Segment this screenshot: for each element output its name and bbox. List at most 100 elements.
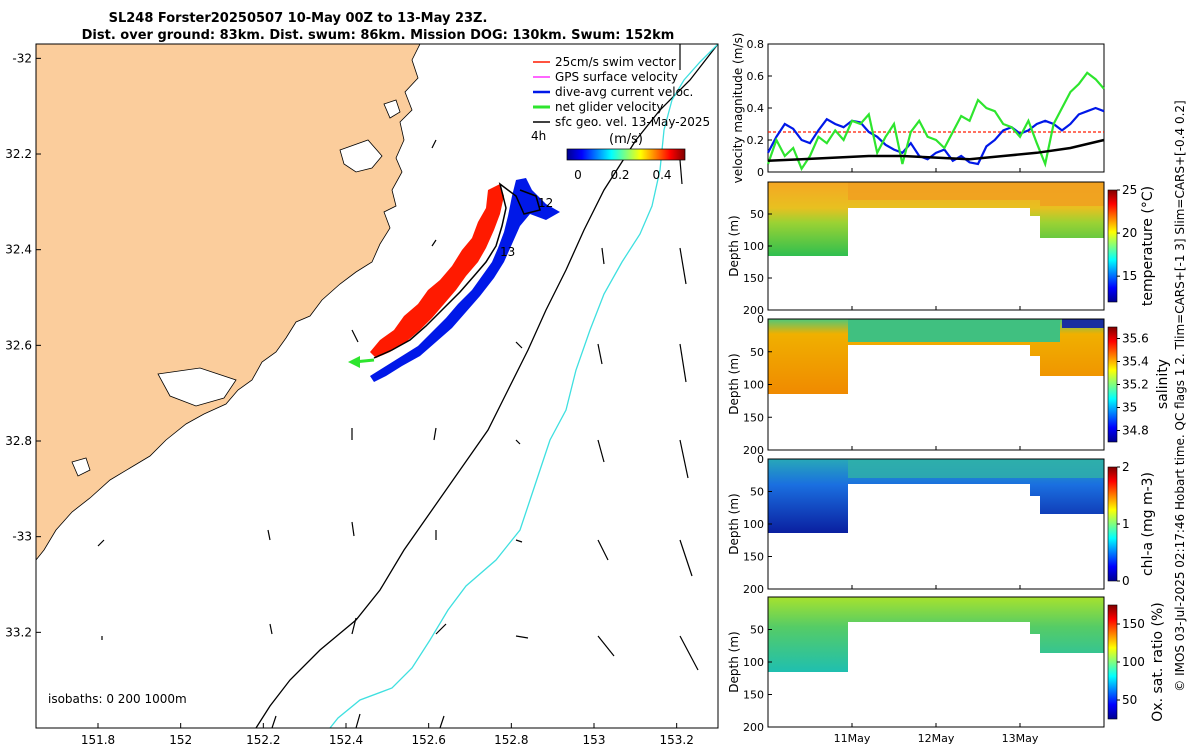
chl-axes: 0 50 100 150 200 0 1 2 bbox=[743, 453, 1130, 596]
velocity-ytick-label: 0.2 bbox=[747, 134, 765, 147]
chl-colorbar-label: chl-a (mg m-3) bbox=[1140, 472, 1156, 576]
temperature-ytick-label: 50 bbox=[750, 208, 764, 221]
temperature-colorbar-label: temperature (°C) bbox=[1140, 186, 1156, 306]
salinity-cbar-tick-label: 35.6 bbox=[1122, 332, 1149, 346]
legend-label-gps: GPS surface velocity bbox=[555, 70, 678, 84]
salinity-cbar-tick-label: 35.2 bbox=[1122, 378, 1149, 392]
velocity-vectors bbox=[97, 44, 699, 728]
temperature-panel: Depth (m) temperature (°C) 50 100 150 200 15… bbox=[727, 181, 1156, 317]
oxygen-colorbar bbox=[1107, 604, 1118, 720]
chl-colorbar bbox=[1107, 466, 1118, 582]
current-vectors-blue bbox=[370, 178, 560, 382]
temperature-cbar-tick-label: 15 bbox=[1122, 269, 1137, 283]
map-xtick-label: 152.2 bbox=[246, 733, 280, 747]
oxygen-cbar-tick-label: 150 bbox=[1122, 617, 1145, 631]
map-xtick-label: 152 bbox=[169, 733, 192, 747]
map-xtick-label: 152.6 bbox=[411, 733, 445, 747]
legend-label-current: dive-avg current veloc. bbox=[555, 85, 693, 99]
salinity-ytick-label: 50 bbox=[750, 346, 764, 359]
velocity-ytick-label: 0.4 bbox=[747, 102, 765, 115]
legend-label-swim: 25cm/s swim vector bbox=[555, 55, 676, 69]
velocity-ylabel: velocity magnitude (m/s) bbox=[731, 33, 745, 184]
velocity-series bbox=[766, 71, 1105, 172]
estuary-3 bbox=[383, 99, 401, 119]
oxygen-cbar-tick-label: 100 bbox=[1122, 655, 1145, 669]
oxygen-ytick-label: 50 bbox=[750, 624, 764, 637]
chl-ytick-label: 0 bbox=[757, 453, 764, 466]
chl-panel: Depth (m) chl-a (mg m-3) 0 50 100 150 200 0 1 2 bbox=[727, 453, 1156, 596]
salinity-fresh-patch bbox=[1062, 319, 1104, 328]
chl-ytick-label: 200 bbox=[743, 583, 764, 596]
temperature-section bbox=[768, 182, 1104, 256]
salinity-axes: 0 50 100 150 200 34.8 35 35.2 35.4 35.6 bbox=[743, 313, 1149, 457]
temperature-cbar-tick-label: 20 bbox=[1122, 226, 1137, 240]
map-xtick-label: 153 bbox=[583, 733, 606, 747]
map-ytick-label: 32.4 bbox=[5, 243, 32, 257]
oxygen-section bbox=[768, 597, 1104, 672]
map-ytick-label: 32.6 bbox=[5, 338, 32, 352]
oxygen-xtick-label: 12May bbox=[918, 732, 955, 745]
footer-credit: © IMOS 03-Jul-2025 02:17:46 Hobart time.… bbox=[1173, 100, 1187, 691]
salinity-cbar-tick-label: 34.8 bbox=[1122, 424, 1149, 438]
velocity-panel: 0 0.2 0.4 0.6 0.8 velocity magnitude (m/s) bbox=[731, 33, 1105, 184]
map-colorbar-tick-0: 0 bbox=[574, 168, 582, 182]
isobath-1000m bbox=[255, 44, 718, 728]
temperature-cbar-tick-label: 25 bbox=[1122, 183, 1137, 197]
map-ytick-label: 33.2 bbox=[5, 625, 32, 639]
oxygen-xtick-label: 13May bbox=[1002, 732, 1039, 745]
legend-label-geo: sfc geo. vel. 13-May-2025 bbox=[555, 115, 710, 129]
map-ytick-label: -33 bbox=[12, 530, 32, 544]
salinity-panel: Depth (m) salinity 0 50 100 150 200 34.8 35 35.… bbox=[727, 313, 1171, 457]
oxygen-ylabel: Depth (m) bbox=[727, 631, 741, 692]
map-colorbar-tick-2: 0.4 bbox=[652, 168, 671, 182]
salinity-ytick-label: 100 bbox=[743, 379, 764, 392]
net-glider-velocity-arrowhead bbox=[348, 356, 360, 368]
glider-track bbox=[373, 182, 541, 359]
salinity-cbar-tick-label: 35 bbox=[1122, 401, 1137, 415]
chl-cbar-tick-label: 2 bbox=[1122, 460, 1130, 474]
estuary-4 bbox=[71, 457, 91, 477]
salinity-surface-band bbox=[848, 319, 1060, 342]
salinity-colorbar-label: salinity bbox=[1155, 359, 1171, 409]
velocity-ytick-label: 0 bbox=[757, 166, 764, 179]
estuary-2 bbox=[157, 367, 237, 407]
land-mass bbox=[36, 44, 421, 561]
map-xtick-label: 152.8 bbox=[494, 733, 528, 747]
figure-subtitle: Dist. over ground: 83km. Dist. swum: 86k… bbox=[82, 28, 675, 43]
oxygen-cbar-tick-label: 50 bbox=[1122, 693, 1137, 707]
temperature-ytick-label: 100 bbox=[743, 240, 764, 253]
map-xtick-label: 151.8 bbox=[81, 733, 115, 747]
temperature-ylabel: Depth (m) bbox=[727, 215, 741, 276]
salinity-ytick-label: 150 bbox=[743, 411, 764, 424]
map-axes: 151.8 152 152.2 152.4 152.6 152.8 153 153.2 -32 3… bbox=[5, 51, 694, 747]
salinity-ytick-label: 200 bbox=[743, 444, 764, 457]
map-colorbar-tick-1: 0.2 bbox=[610, 168, 629, 182]
estuary-1 bbox=[339, 139, 383, 173]
map-colorbar-label: (m/s) bbox=[609, 132, 643, 147]
map-legend: 25cm/s swim vector GPS surface velocity … bbox=[531, 55, 710, 182]
chl-ylabel: Depth (m) bbox=[727, 493, 741, 554]
salinity-ylabel: Depth (m) bbox=[727, 353, 741, 414]
swim-vectors-red bbox=[370, 184, 504, 358]
temperature-ytick-label: 200 bbox=[743, 304, 764, 317]
track-label-13: 13 bbox=[500, 245, 515, 259]
temperature-colorbar bbox=[1107, 189, 1118, 303]
isobath-200m bbox=[329, 44, 718, 728]
map-xtick-label: 152.4 bbox=[329, 733, 363, 747]
velocity-axes: 0 0.2 0.4 0.6 0.8 bbox=[747, 38, 1021, 179]
map-ytick-label: 32.8 bbox=[5, 434, 32, 448]
map-xtick-label: 153.2 bbox=[659, 733, 693, 747]
chl-ytick-label: 50 bbox=[750, 486, 764, 499]
map-panel: 12 13 25cm/s swim vector GPS surface vel… bbox=[5, 43, 719, 747]
oxygen-axes: 50 100 150 200 50 100 150 11May 12May 13May bbox=[743, 617, 1145, 745]
salinity-colorbar bbox=[1107, 326, 1118, 443]
oxygen-xtick-label: 11May bbox=[834, 732, 871, 745]
chl-cbar-tick-label: 1 bbox=[1122, 517, 1130, 531]
chl-upper-band bbox=[848, 459, 1104, 478]
salinity-ytick-label: 0 bbox=[757, 313, 764, 326]
velocity-series-1 bbox=[767, 106, 1105, 166]
oxygen-ytick-label: 100 bbox=[743, 656, 764, 669]
salinity-cbar-tick-label: 35.4 bbox=[1122, 355, 1149, 369]
temperature-axes: 50 100 150 200 15 20 25 bbox=[743, 183, 1137, 317]
